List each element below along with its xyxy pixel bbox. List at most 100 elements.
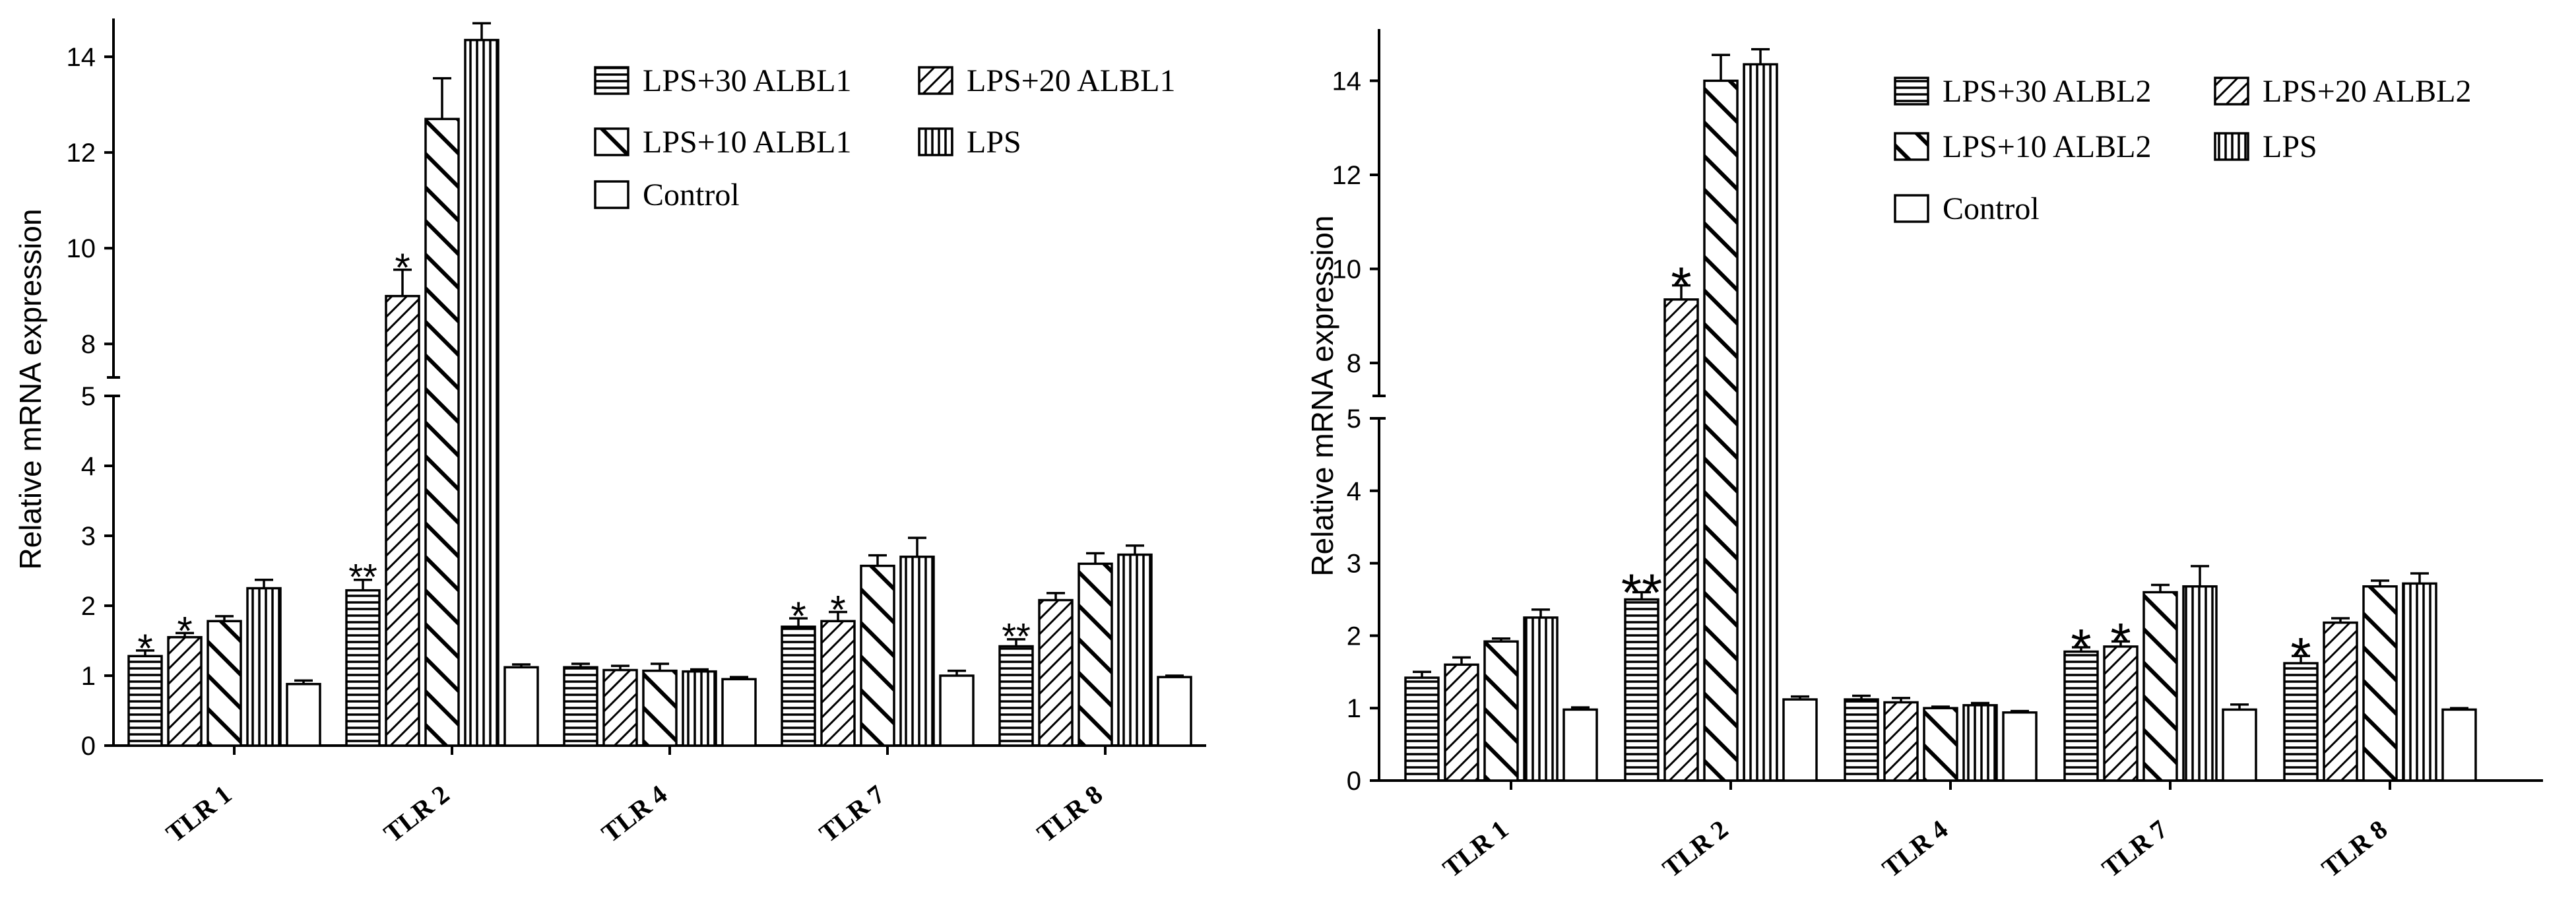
legend-swatch: [918, 66, 953, 95]
legend-label: LPS+20 ALBL1: [967, 63, 1175, 98]
y-tick-label: 4: [81, 452, 96, 481]
bar: [682, 670, 717, 747]
bar: [1523, 616, 1559, 782]
y-tick-label: 2: [1347, 622, 1361, 651]
bar: [345, 589, 381, 747]
bar: [1844, 698, 1879, 782]
y-tick-label: 14: [67, 43, 96, 72]
bar: [2441, 708, 2477, 782]
bar: [503, 666, 539, 747]
y-tick-label: 8: [1347, 349, 1361, 378]
y-axis-label: Relative mRNA expression: [13, 209, 48, 569]
bar: [1117, 553, 1153, 747]
bar: [1078, 562, 1113, 747]
bar: [1624, 598, 1659, 782]
bar: [2362, 585, 2398, 782]
y-tick-label: 0: [1347, 767, 1361, 796]
bar: [2002, 711, 2038, 782]
bar: [2323, 621, 2358, 782]
significance-marker: **: [1621, 563, 1662, 622]
y-tick-label: 3: [1347, 550, 1361, 579]
bar: [246, 587, 282, 747]
x-tick-label: TLR 8: [1031, 779, 1108, 849]
x-tick-label: TLR 2: [378, 779, 455, 849]
legend-label: LPS: [967, 125, 1021, 160]
bar: [563, 666, 598, 747]
bar: [1483, 640, 1519, 782]
significance-marker: *: [2110, 612, 2131, 671]
legend-swatch: [1894, 194, 1929, 223]
y-axis-label: Relative mRNA expression: [1305, 215, 1339, 576]
bar: [602, 668, 638, 747]
x-tick-label: TLR 4: [596, 779, 672, 849]
x-tick-label: TLR 7: [2096, 814, 2173, 884]
y-tick-label: 10: [1332, 255, 1362, 284]
bar: [781, 626, 816, 747]
bar: [1663, 298, 1699, 782]
bar: [385, 294, 420, 747]
significance-marker: *: [790, 594, 806, 638]
significance-marker: *: [137, 626, 152, 670]
bar: [1404, 676, 1440, 782]
legend-swatch: [594, 127, 629, 156]
significance-marker: *: [2071, 618, 2091, 677]
bar: [167, 635, 203, 747]
y-tick-label: 12: [1332, 161, 1362, 190]
x-tick-label: TLR 1: [160, 779, 237, 849]
bar: [286, 682, 321, 747]
significance-marker: *: [1671, 256, 1691, 315]
legend-swatch: [1894, 77, 1929, 106]
bar: [464, 38, 499, 747]
bar: [1703, 79, 1739, 782]
significance-marker: **: [348, 556, 377, 598]
bar: [939, 674, 975, 747]
y-tick-label: 4: [1347, 477, 1361, 506]
x-tick-label: TLR 7: [814, 779, 890, 849]
y-tick-label: 1: [81, 662, 96, 691]
legend-label: Control: [643, 177, 740, 212]
y-tick-label: 1: [1347, 694, 1361, 723]
y-tick-label: 5: [81, 382, 96, 411]
x-tick-label: TLR 2: [1657, 814, 1733, 884]
bar: [2142, 591, 2178, 782]
bar: [998, 645, 1034, 747]
x-tick-label: TLR 8: [2316, 814, 2393, 884]
legend-swatch: [594, 66, 629, 95]
bar: [899, 556, 935, 747]
significance-marker: *: [395, 245, 410, 290]
bar: [1743, 63, 1778, 782]
legend-swatch: [1894, 132, 1929, 161]
bar: [2182, 585, 2218, 782]
bar: [860, 564, 895, 747]
legend-label: LPS+30 ALBL2: [1943, 74, 2151, 109]
x-tick-label: TLR 1: [1437, 814, 1514, 884]
bar: [1444, 663, 1479, 782]
legend-swatch: [2214, 132, 2249, 161]
bar: [1962, 704, 1998, 782]
legend-label: LPS+10 ALBL1: [643, 125, 851, 160]
y-tick-label: 10: [67, 234, 96, 263]
legend-label: LPS+10 ALBL2: [1943, 129, 2151, 164]
bar: [2103, 645, 2139, 782]
significance-marker: **: [1002, 616, 1031, 657]
y-tick-label: 5: [1347, 404, 1361, 434]
bar: [1038, 598, 1074, 747]
bar: [721, 678, 757, 747]
significance-marker: *: [2290, 627, 2311, 686]
bar: [207, 620, 242, 747]
y-tick-label: 14: [1332, 67, 1362, 96]
bar: [2402, 582, 2437, 782]
legend-swatch: [594, 180, 629, 209]
bar: [820, 620, 856, 747]
bar: [1923, 707, 1958, 782]
significance-marker: *: [177, 608, 192, 653]
y-tick-label: 8: [81, 330, 96, 359]
y-tick-label: 3: [81, 522, 96, 551]
bar: [127, 655, 163, 747]
bar: [1562, 708, 1598, 782]
legend-label: Control: [1943, 191, 2040, 226]
significance-marker: *: [830, 588, 845, 632]
